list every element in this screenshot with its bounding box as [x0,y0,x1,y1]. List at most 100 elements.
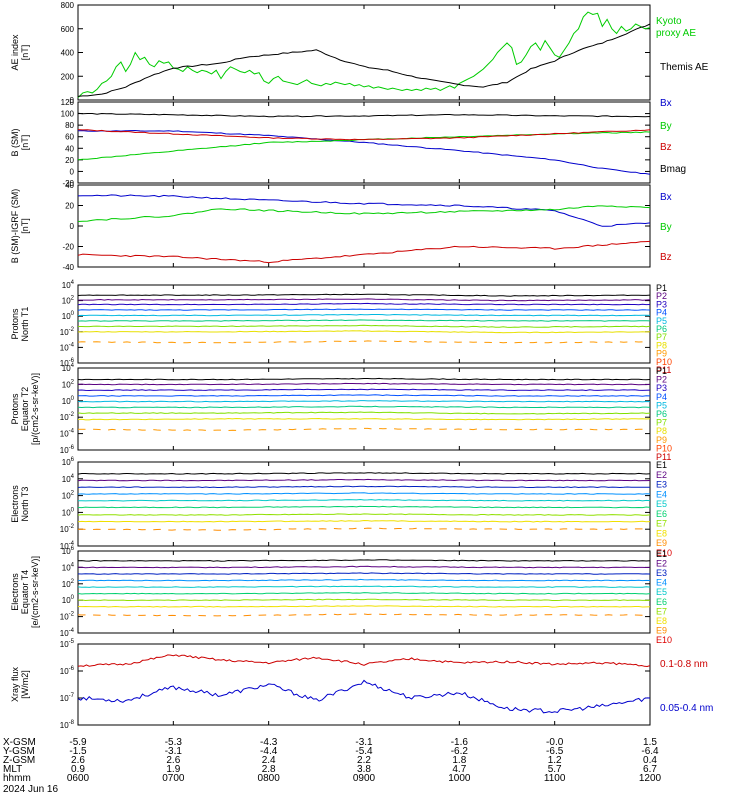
b-igrf-y-tick-label: 40 [65,181,74,190]
electrons-equator-series-line-e1 [77,559,651,562]
protons-equator-series-line-p3 [77,388,651,392]
ephemeris-value: 6.7 [643,764,657,775]
b-sm-axis-label: [nT] [20,135,30,151]
legend-b-igrf-bx: Bx [660,192,672,203]
xray-y-tick-label: 10-5 [60,639,75,649]
legend-electrons-north-e8: E8 [656,528,667,538]
ephemeris-value: 1200 [639,773,662,784]
b-sm-series-line-bmag [77,112,651,118]
electrons-equator-series-segment-e9 [333,613,342,616]
protons-equator-series-segment-p9 [153,429,161,431]
ephemeris-value: 1000 [448,773,471,784]
ephemeris-row-label: Y-GSM [3,746,35,757]
protons-equator-series-segment-p9 [469,428,477,431]
ephemeris-value: 3.8 [357,764,371,775]
legend-b-igrf-bz: Bz [660,252,672,263]
b-sm-axis-label: B (SM) [10,128,20,156]
legend-b-sm-by: By [660,121,672,132]
legend-protons-north-p9: P9 [656,349,667,359]
protons-equator-series-segment-p9 [108,428,116,431]
protons-equator-y-tick-label: 104 [62,363,75,373]
ephemeris-value: 0900 [353,773,376,784]
protons-equator-y-tick-label: 10-4 [60,429,75,439]
legend-protons-north-p3: P3 [656,299,667,309]
b-igrf-series-line-bz [77,240,651,264]
legend-electrons-equator-e5: E5 [656,587,667,597]
legend-protons-equator-p8: P8 [656,426,667,436]
protons-equator-series-line-p2 [77,382,651,386]
ephemeris-value: -4.4 [260,746,278,757]
ae-y-tick-label: 600 [61,25,75,34]
b-sm-y-tick-label: -20 [62,179,74,188]
ephemeris-value: -3.1 [165,746,183,757]
protons-north-series-segment-p9 [409,341,417,343]
legend-protons-equator-p1: P1 [656,366,667,376]
ae-series-line-kyoto [77,11,651,98]
protons-equator-y-tick-label: 10-6 [60,445,75,455]
legend-electrons-equator-e6: E6 [656,597,667,607]
ae-axis-label: [nT] [20,45,30,61]
protons-equator-series-segment-p9 [559,428,568,431]
xray-y-tick-label: 10-7 [60,693,75,703]
protons-north-axis-label: North T1 [20,307,30,342]
panel-electrons-north-frame [77,461,651,547]
protons-equator-series-segment-p9 [424,428,432,430]
panel-protons-north-frame [77,284,651,364]
electrons-equator-series-line-e6 [77,592,651,595]
panel-electrons-equator-frame [77,550,651,634]
b-igrf-y-tick-label: 20 [65,202,74,211]
ephemeris-value: -5.4 [355,746,373,757]
electrons-equator-series-segment-e9 [514,614,523,616]
ephemeris-value: 1.5 [643,737,657,748]
ephemeris-value: 2.6 [166,755,180,766]
legend-electrons-north-e7: E7 [656,519,667,529]
ae-y-tick-label: 400 [61,49,75,58]
electrons-north-series-line-e7 [77,513,651,516]
legend-protons-equator-p2: P2 [656,375,667,385]
protons-north-series-segment-p9 [138,341,146,343]
protons-equator-series-segment-p9 [198,429,206,431]
xray-y-tick-label: 10-6 [60,666,75,676]
legend-xray-short: 0.05-0.4 nm [660,703,713,714]
b-igrf-axis-label: B (SM)-IGRF (SM) [10,189,20,264]
electrons-north-axis-label: North T3 [20,487,30,522]
electrons-equator-y-tick-label: 100 [62,595,75,605]
electrons-equator-series-line-e7 [78,598,651,602]
protons-north-series-line-p5 [77,313,651,317]
protons-equator-series-segment-p9 [273,429,282,431]
electrons-equator-y-tick-label: 102 [62,579,75,589]
electrons-equator-y-tick-label: 106 [62,546,75,556]
protons-north-series-line-p7 [78,324,651,328]
electrons-equator-series-segment-e9 [318,613,327,616]
ephemeris-value: -5.3 [165,737,183,748]
legend-b-igrf-by: By [660,222,672,233]
legend-electrons-north-e3: E3 [656,480,667,490]
legend-electrons-north-e9: E9 [656,538,667,548]
ephemeris-value: 0700 [162,773,185,784]
ephemeris-value: 1100 [544,773,566,784]
electrons-north-y-tick-label: 106 [62,457,75,467]
protons-north-series-segment-p9 [544,341,553,344]
electrons-equator-series-segment-e9 [363,613,372,616]
protons-north-series-line-p3 [77,302,651,306]
protons-north-y-tick-label: 10-6 [60,358,75,368]
legend-protons-north-p7: P7 [656,332,667,342]
protons-north-series-segment-p9 [123,341,131,343]
electrons-equator-series-segment-e9 [243,614,252,617]
ephemeris-value: 2.8 [262,764,276,775]
ephemeris-value: 2.4 [262,755,276,766]
legend-electrons-north-e2: E2 [656,470,667,480]
protons-equator-series-segment-p9 [183,429,191,431]
ephemeris-value: 4.7 [452,764,466,775]
electrons-north-series-segment-e9 [544,528,553,530]
legend-themis-label: Themis AE [660,62,709,73]
protons-equator-axis-label: [p/(cm2-s-sr-keV)] [30,373,40,445]
ephemeris-value: -6.2 [451,746,469,757]
protons-north-series-line-p4 [77,308,651,311]
legend-electrons-equator-e2: E2 [656,559,667,569]
electrons-north-series-line-e4 [77,492,651,495]
legend-protons-north-p11: P11 [656,365,671,375]
legend-electrons-north-e4: E4 [656,489,667,499]
b-sm-y-tick-label: 80 [65,121,74,130]
b-sm-y-tick-label: 40 [65,144,74,153]
